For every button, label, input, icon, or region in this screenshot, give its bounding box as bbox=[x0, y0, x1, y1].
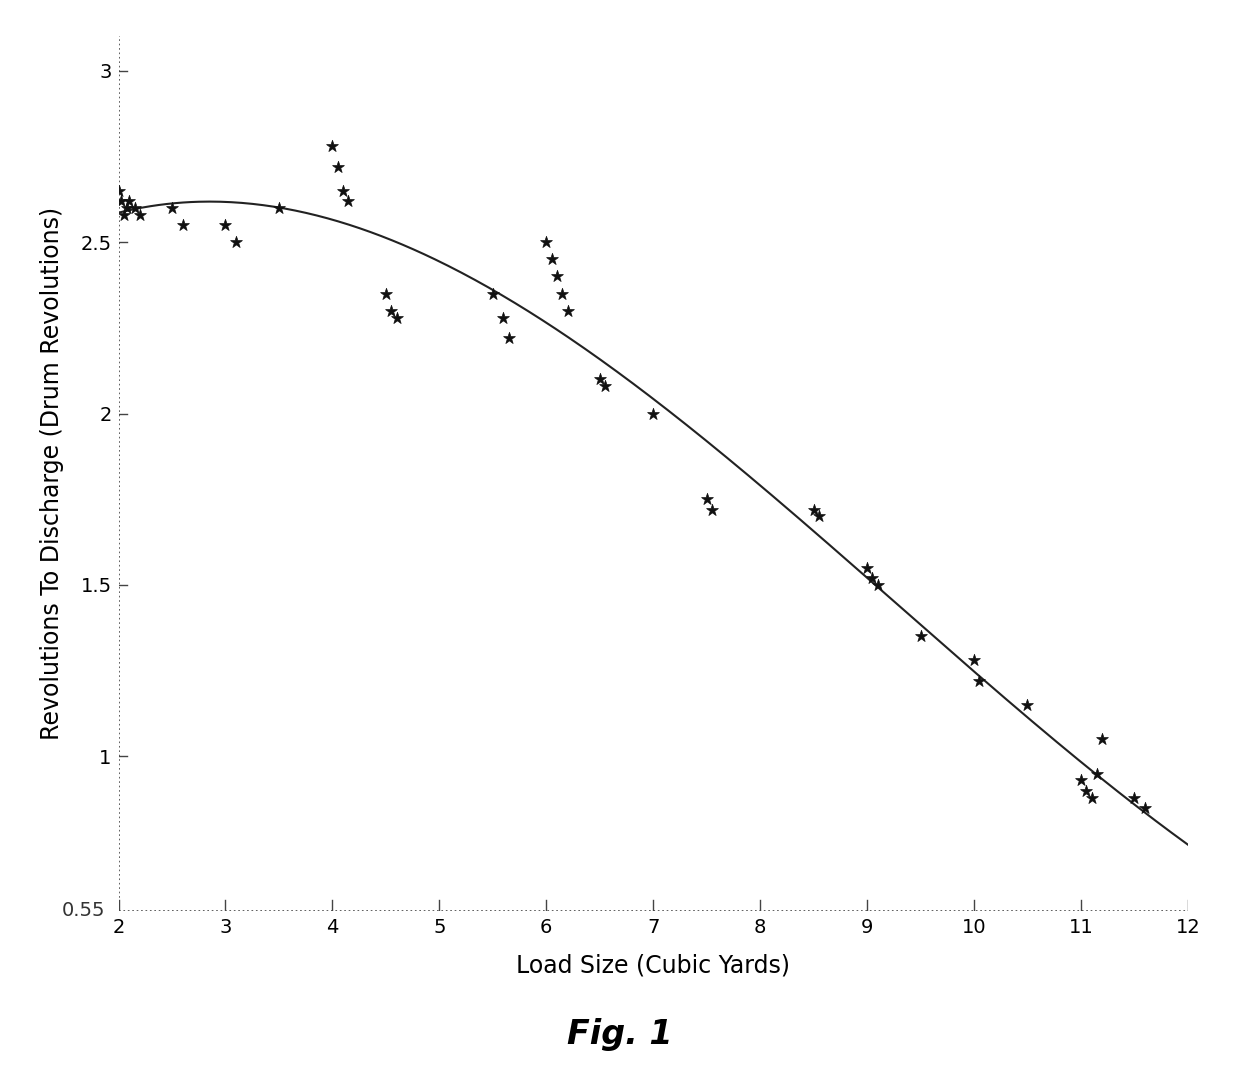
Point bbox=[162, 200, 182, 217]
Point bbox=[857, 559, 877, 576]
Point bbox=[963, 652, 983, 669]
Point bbox=[808, 508, 828, 525]
Text: 0.55: 0.55 bbox=[62, 902, 105, 920]
X-axis label: Load Size (Cubic Yards): Load Size (Cubic Yards) bbox=[516, 953, 790, 977]
Point bbox=[482, 285, 502, 302]
Point bbox=[498, 330, 518, 347]
Point bbox=[327, 158, 347, 175]
Point bbox=[172, 217, 192, 234]
Point bbox=[1135, 799, 1154, 816]
Point bbox=[558, 302, 578, 319]
Point bbox=[334, 182, 353, 200]
Point bbox=[322, 138, 342, 155]
Point bbox=[697, 491, 717, 508]
Point bbox=[109, 182, 129, 200]
Y-axis label: Revolutions To Discharge (Drum Revolutions): Revolutions To Discharge (Drum Revolutio… bbox=[40, 207, 63, 740]
Point bbox=[125, 200, 145, 217]
Text: Fig. 1: Fig. 1 bbox=[567, 1019, 673, 1051]
Point bbox=[381, 302, 401, 319]
Point bbox=[117, 200, 136, 217]
Point bbox=[1076, 782, 1096, 799]
Point bbox=[970, 672, 990, 689]
Point bbox=[868, 576, 888, 593]
Point bbox=[804, 501, 823, 519]
Point bbox=[863, 570, 883, 587]
Point bbox=[130, 206, 150, 223]
Point bbox=[339, 192, 358, 209]
Point bbox=[1018, 697, 1038, 714]
Point bbox=[376, 285, 396, 302]
Point bbox=[542, 251, 562, 268]
Point bbox=[114, 206, 134, 223]
Point bbox=[269, 200, 289, 217]
Point bbox=[216, 217, 236, 234]
Point bbox=[1125, 789, 1145, 806]
Point bbox=[910, 627, 930, 644]
Point bbox=[1087, 765, 1107, 782]
Point bbox=[552, 285, 572, 302]
Point bbox=[547, 268, 567, 285]
Point bbox=[590, 370, 610, 387]
Point bbox=[387, 309, 407, 327]
Point bbox=[1081, 789, 1101, 806]
Point bbox=[537, 234, 557, 251]
Point bbox=[226, 234, 246, 251]
Point bbox=[1071, 771, 1091, 789]
Point bbox=[1092, 731, 1112, 748]
Point bbox=[644, 405, 663, 423]
Point bbox=[119, 192, 139, 209]
Point bbox=[494, 309, 513, 327]
Point bbox=[110, 192, 130, 209]
Point bbox=[595, 378, 615, 395]
Point bbox=[702, 501, 722, 519]
